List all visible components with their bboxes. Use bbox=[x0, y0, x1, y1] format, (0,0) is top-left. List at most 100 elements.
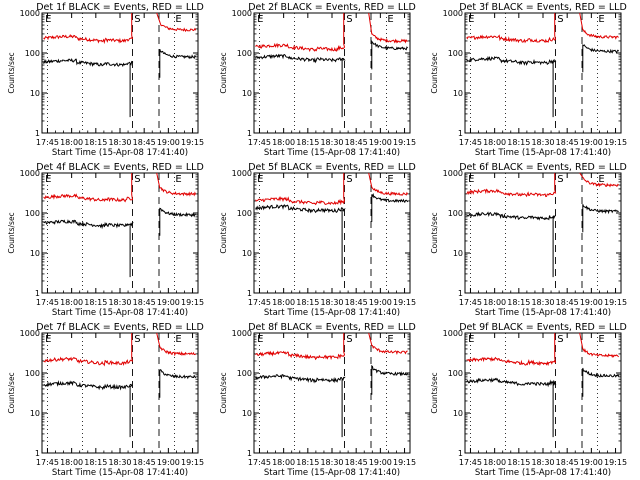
y-tick-label: 1000 bbox=[232, 9, 252, 18]
y-axis-label: Counts/sec bbox=[7, 52, 16, 93]
panel-det-1: Det 1f BLACK = Events, RED = LLD 1 10 100 10… bbox=[7, 2, 204, 158]
x-tick-label: 18:45 bbox=[556, 458, 579, 467]
y-tick-label: 10 bbox=[242, 249, 252, 258]
y-tick-label: 100 bbox=[448, 49, 463, 58]
x-axis-label: Start Time (15-Apr-08 17:41:40) bbox=[475, 308, 611, 318]
x-tick-label: 18:30 bbox=[108, 458, 131, 467]
events-series-post bbox=[371, 364, 409, 395]
x-tick-label: 18:30 bbox=[108, 298, 131, 307]
x-tick-label: 17:45 bbox=[36, 458, 59, 467]
events-series-pre bbox=[43, 380, 133, 438]
lld-series-post bbox=[156, 12, 197, 33]
lld-series-pre bbox=[255, 173, 346, 206]
marker-label-end: E bbox=[175, 174, 181, 185]
marker-label-end: E bbox=[387, 334, 393, 345]
x-tick-label: 19:15 bbox=[604, 298, 627, 307]
x-tick-label: 18:00 bbox=[60, 298, 83, 307]
panel-det-7: Det 7f BLACK = Events, RED = LLD 1 10 100 10… bbox=[7, 322, 204, 478]
panel-title: Det 8f BLACK = Events, RED = LLD bbox=[248, 322, 416, 333]
marker-label-end: E bbox=[387, 14, 393, 25]
y-tick-label: 1 bbox=[35, 289, 40, 298]
events-series-post bbox=[582, 367, 620, 397]
x-axis-label: Start Time (15-Apr-08 17:41:40) bbox=[264, 308, 400, 318]
x-tick-label: 17:45 bbox=[459, 298, 482, 307]
x-tick-label: 17:45 bbox=[248, 138, 271, 147]
marker-label-start: E bbox=[468, 174, 474, 185]
panel-title: Det 4f BLACK = Events, RED = LLD bbox=[36, 162, 204, 173]
y-axis-label: Counts/sec bbox=[430, 212, 439, 253]
marker-label-start: E bbox=[45, 334, 51, 345]
events-series-pre bbox=[466, 55, 557, 118]
x-tick-label: 18:15 bbox=[84, 138, 107, 147]
panel-det-4: Det 4f BLACK = Events, RED = LLD 1 10 100 10… bbox=[7, 162, 204, 318]
panel-title: Det 7f BLACK = Events, RED = LLD bbox=[36, 322, 204, 333]
panel-title: Det 3f BLACK = Events, RED = LLD bbox=[459, 2, 627, 13]
y-tick-label: 1000 bbox=[20, 9, 40, 18]
lld-series-post bbox=[579, 332, 620, 359]
x-tick-label: 19:00 bbox=[157, 298, 180, 307]
y-tick-label: 1000 bbox=[443, 329, 463, 338]
x-tick-label: 19:00 bbox=[580, 298, 603, 307]
x-tick-label: 18:30 bbox=[320, 138, 343, 147]
y-axis-label: Counts/sec bbox=[430, 372, 439, 413]
x-tick-label: 18:45 bbox=[345, 298, 368, 307]
y-tick-label: 100 bbox=[25, 49, 40, 58]
y-tick-label: 1 bbox=[35, 449, 40, 458]
events-series-pre bbox=[43, 219, 134, 278]
x-tick-label: 18:15 bbox=[507, 138, 530, 147]
y-tick-label: 10 bbox=[30, 249, 40, 258]
y-tick-label: 10 bbox=[453, 89, 463, 98]
events-series-post bbox=[159, 48, 197, 78]
marker-label-saa: S bbox=[346, 174, 352, 185]
y-axis-label: Counts/sec bbox=[7, 212, 16, 253]
panel-det-3: Det 3f BLACK = Events, RED = LLD 1 10 100 10… bbox=[430, 2, 627, 158]
events-series-post bbox=[582, 44, 620, 73]
panel-title: Det 1f BLACK = Events, RED = LLD bbox=[36, 2, 204, 13]
y-tick-label: 1 bbox=[458, 129, 463, 138]
lld-series-pre bbox=[466, 13, 557, 44]
events-series-pre bbox=[43, 58, 134, 118]
x-tick-label: 19:00 bbox=[369, 138, 392, 147]
lld-series-post bbox=[579, 12, 619, 40]
panel-det-9: Det 9f BLACK = Events, RED = LLD 1 10 100 10… bbox=[430, 322, 627, 478]
marker-label-end: E bbox=[175, 334, 181, 345]
panel-det-2: Det 2f BLACK = Events, RED = LLD 1 10 100 10… bbox=[219, 2, 416, 158]
marker-label-end: E bbox=[598, 174, 604, 185]
y-tick-label: 100 bbox=[448, 209, 463, 218]
y-axis-label: Counts/sec bbox=[219, 52, 228, 93]
y-axis-label: Counts/sec bbox=[7, 372, 16, 413]
x-axis-label: Start Time (15-Apr-08 17:41:40) bbox=[52, 468, 188, 478]
panel-title: Det 6f BLACK = Events, RED = LLD bbox=[459, 162, 627, 173]
x-tick-label: 19:00 bbox=[369, 458, 392, 467]
y-tick-label: 1 bbox=[458, 449, 463, 458]
y-tick-label: 100 bbox=[237, 49, 252, 58]
x-tick-label: 18:15 bbox=[84, 298, 107, 307]
events-series-pre bbox=[255, 204, 346, 278]
lld-series-pre bbox=[255, 13, 346, 52]
x-tick-label: 18:00 bbox=[483, 458, 506, 467]
x-tick-label: 18:00 bbox=[60, 458, 83, 467]
lld-series-post bbox=[368, 172, 409, 196]
marker-label-saa: S bbox=[557, 174, 563, 185]
x-tick-label: 18:00 bbox=[483, 298, 506, 307]
y-axis-label: Counts/sec bbox=[219, 372, 228, 413]
x-tick-label: 18:45 bbox=[133, 138, 156, 147]
x-tick-label: 18:45 bbox=[345, 138, 368, 147]
x-tick-label: 18:00 bbox=[272, 138, 295, 147]
y-tick-label: 100 bbox=[237, 369, 252, 378]
x-tick-label: 18:15 bbox=[507, 298, 530, 307]
events-series-pre bbox=[466, 211, 556, 278]
x-axis-label: Start Time (15-Apr-08 17:41:40) bbox=[264, 148, 400, 158]
x-tick-label: 18:00 bbox=[272, 298, 295, 307]
x-tick-label: 19:15 bbox=[181, 138, 204, 147]
x-tick-label: 18:30 bbox=[531, 458, 554, 467]
lld-series-post bbox=[368, 12, 408, 44]
events-series-post bbox=[371, 39, 409, 70]
panel-det-6: Det 6f BLACK = Events, RED = LLD 1 10 100 10… bbox=[430, 162, 627, 318]
y-tick-label: 1 bbox=[35, 129, 40, 138]
x-tick-label: 18:30 bbox=[320, 298, 343, 307]
panel-title: Det 2f BLACK = Events, RED = LLD bbox=[248, 2, 416, 13]
x-tick-label: 17:45 bbox=[36, 138, 59, 147]
y-tick-label: 1000 bbox=[443, 9, 463, 18]
